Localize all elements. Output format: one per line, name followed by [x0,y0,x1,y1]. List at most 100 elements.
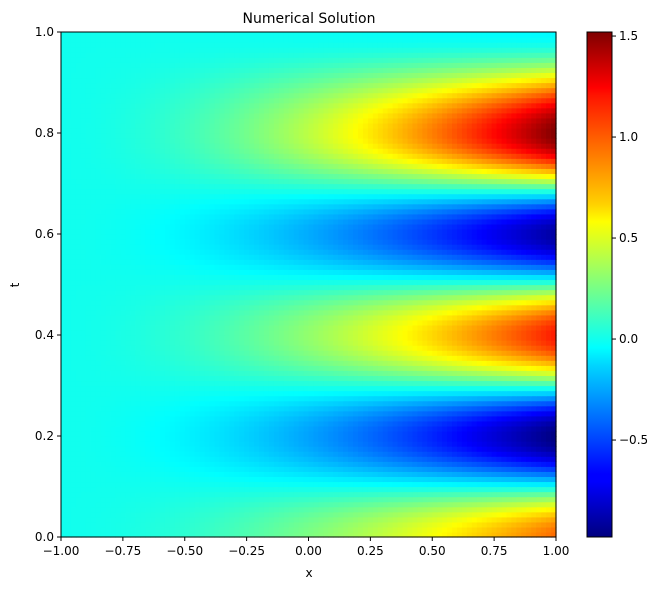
heatmap-cell [155,420,161,427]
heatmap-cell [358,335,364,341]
heatmap-cell [303,335,310,341]
heatmap-cell [536,466,542,472]
heatmap-cell [551,385,557,392]
heatmap-cell [412,516,418,523]
heatmap-cell [244,294,250,301]
heatmap-cell [209,501,216,508]
heatmap-cell [90,375,97,382]
heatmap-cell [239,380,245,387]
heatmap-cell [135,506,141,513]
heatmap-cell [333,370,339,376]
heatmap-cell [412,304,418,311]
heatmap-cell [259,360,265,366]
heatmap-cell [328,355,334,361]
heatmap-cell [333,395,339,402]
heatmap-cell [466,365,473,371]
heatmap-cell [457,375,463,382]
heatmap-cell [160,355,166,361]
heatmap-cell [466,375,473,382]
heatmap-cell [481,314,488,321]
heatmap-cell [259,486,265,493]
heatmap-cell [150,436,156,442]
heatmap-cell [511,420,517,427]
heatmap-cell [209,284,216,291]
heatmap-cell [110,324,117,331]
heatmap-cell [338,380,344,387]
heatmap-cell [531,516,537,523]
heatmap-cell [120,415,126,422]
heatmap-cell [476,456,483,462]
heatmap-cell [85,294,92,301]
heatmap-cell [199,531,206,538]
heatmap-cell [263,289,270,296]
heatmap-cell [160,446,166,452]
heatmap-cell [323,340,329,346]
heatmap-cell [496,284,503,291]
heatmap-cell [348,491,354,498]
heatmap-cell [526,461,532,467]
heatmap-cell [303,456,310,462]
heatmap-cell [461,375,468,382]
heatmap-cell [80,370,87,376]
heatmap-cell [80,375,87,382]
heatmap-cell [189,425,196,432]
heatmap-cell [392,340,399,346]
heatmap-cell [476,491,483,498]
heatmap-cell [452,294,458,301]
heatmap-cell [204,501,211,508]
heatmap-cell [536,476,542,483]
heatmap-cell [164,441,171,447]
heatmap-cell [249,365,255,371]
heatmap-cell [278,390,285,397]
heatmap-cell [466,380,473,387]
heatmap-cell [417,496,423,503]
heatmap-cell [447,390,453,397]
heatmap-cell [160,496,166,503]
heatmap-cell [353,370,359,376]
heatmap-cell [278,531,285,538]
heatmap-cell [199,304,206,311]
heatmap-cell [80,466,87,472]
heatmap-cell [254,496,260,503]
heatmap-cell [427,385,433,392]
heatmap-cell [209,410,216,417]
heatmap-cell [496,441,503,447]
heatmap-cell [343,400,349,407]
heatmap-cell [75,335,82,341]
heatmap-cell [125,299,131,306]
heatmap-cell [457,501,463,508]
heatmap-cell [80,501,87,508]
heatmap-cell [362,309,369,316]
heatmap-cell [130,405,136,412]
heatmap-cell [214,329,220,336]
heatmap-cell [179,314,186,321]
heatmap-cell [491,370,498,376]
heatmap-cell [273,451,280,457]
heatmap-cell [481,390,488,397]
heatmap-cell [397,516,404,523]
heatmap-cell [140,476,146,483]
heatmap-cell [120,380,126,387]
heatmap-cell [100,521,107,528]
heatmap-cell [145,294,151,301]
heatmap-cell [521,410,527,417]
heatmap-cell [466,496,473,503]
heatmap-cell [392,516,399,523]
heatmap-cell [90,395,97,402]
heatmap-cell [194,380,201,387]
heatmap-cell [130,329,136,336]
heatmap-cell [268,380,275,387]
heatmap-cell [75,506,82,513]
heatmap-cell [268,335,275,341]
heatmap-cell [377,531,384,538]
heatmap-cell [382,284,389,291]
heatmap-cell [417,390,423,397]
heatmap-cell [224,395,230,402]
heatmap-cell [536,410,542,417]
heatmap-cell [531,405,537,412]
heatmap-cell [333,446,339,452]
heatmap-cell [80,415,87,422]
heatmap-cell [491,511,498,518]
heatmap-cell [249,314,255,321]
heatmap-cell [397,360,404,366]
